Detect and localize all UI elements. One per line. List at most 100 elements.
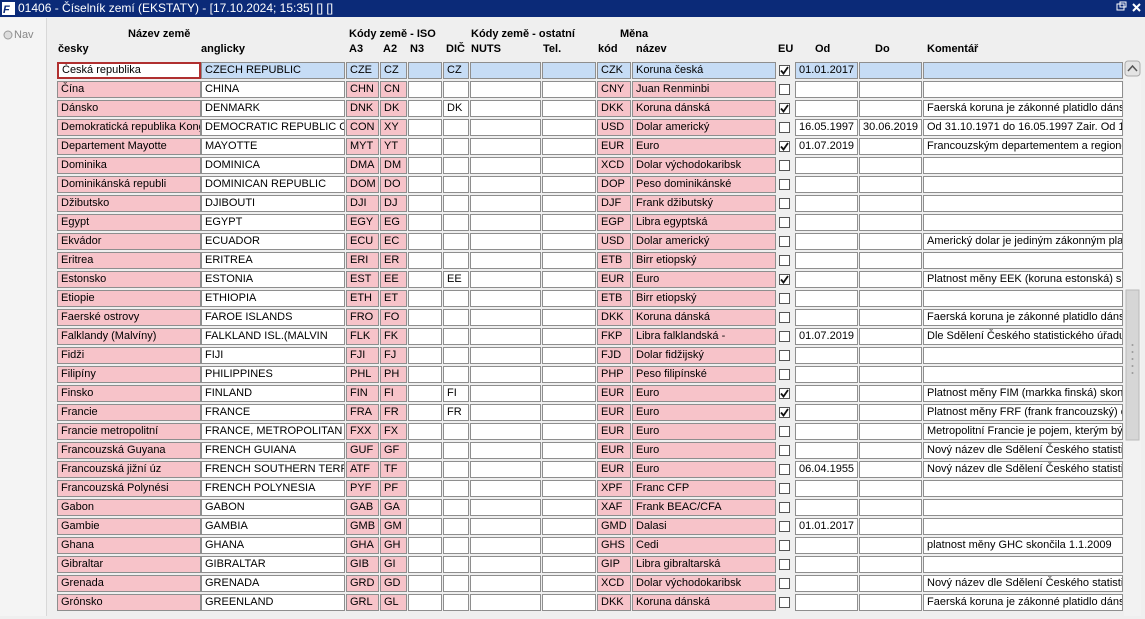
eu-checkbox[interactable]: [779, 293, 790, 304]
cell-tel[interactable]: [542, 404, 596, 421]
cell-tel[interactable]: [542, 575, 596, 592]
eu-checkbox[interactable]: [779, 103, 790, 114]
cell-tel[interactable]: [542, 138, 596, 155]
cell-en[interactable]: FAROE ISLANDS: [201, 309, 345, 326]
cell-n3[interactable]: [408, 518, 442, 535]
cell-od[interactable]: [795, 81, 858, 98]
cell-tel[interactable]: [542, 119, 596, 136]
cell-do[interactable]: [859, 138, 922, 155]
cell-mena[interactable]: Birr etiopský: [632, 252, 776, 269]
eu-checkbox[interactable]: [779, 217, 790, 228]
cell-od[interactable]: [795, 385, 858, 402]
cell-nuts[interactable]: [470, 214, 541, 231]
cell-cz[interactable]: Francouzská Polynési: [57, 480, 201, 497]
cell-tel[interactable]: [542, 157, 596, 174]
cell-a2[interactable]: PF: [380, 480, 407, 497]
cell-n3[interactable]: [408, 328, 442, 345]
cell-nuts[interactable]: [470, 404, 541, 421]
cell-a3[interactable]: ECU: [346, 233, 379, 250]
cell-do[interactable]: [859, 385, 922, 402]
cell-kod[interactable]: DOP: [597, 176, 631, 193]
cell-tel[interactable]: [542, 309, 596, 326]
cell-n3[interactable]: [408, 423, 442, 440]
cell-n3[interactable]: [408, 176, 442, 193]
eu-checkbox[interactable]: [779, 369, 790, 380]
cell-cz[interactable]: Finsko: [57, 385, 201, 402]
cell-kom[interactable]: [923, 252, 1123, 269]
cell-nuts[interactable]: [470, 518, 541, 535]
cell-nuts[interactable]: [470, 499, 541, 516]
cell-tel[interactable]: [542, 62, 596, 79]
eu-checkbox[interactable]: [779, 407, 790, 418]
cell-cz[interactable]: Filipíny: [57, 366, 201, 383]
cell-a2[interactable]: ET: [380, 290, 407, 307]
nav-radio[interactable]: [3, 30, 13, 40]
eu-checkbox[interactable]: [779, 445, 790, 456]
eu-checkbox[interactable]: [779, 179, 790, 190]
eu-checkbox[interactable]: [779, 255, 790, 266]
cell-kom[interactable]: Americký dolar je jediným zákonným plat: [923, 233, 1123, 250]
cell-dic[interactable]: DK: [443, 100, 469, 117]
cell-dic[interactable]: [443, 480, 469, 497]
cell-en[interactable]: CHINA: [201, 81, 345, 98]
cell-a3[interactable]: FIN: [346, 385, 379, 402]
cell-mena[interactable]: Euro: [632, 461, 776, 478]
cell-dic[interactable]: [443, 366, 469, 383]
cell-do[interactable]: [859, 176, 922, 193]
cell-dic[interactable]: [443, 423, 469, 440]
cell-a3[interactable]: FRO: [346, 309, 379, 326]
cell-do[interactable]: [859, 537, 922, 554]
cell-dic[interactable]: CZ: [443, 62, 469, 79]
eu-checkbox[interactable]: [779, 350, 790, 361]
cell-cz[interactable]: Dánsko: [57, 100, 201, 117]
cell-mena[interactable]: Peso filipínské: [632, 366, 776, 383]
cell-a2[interactable]: ER: [380, 252, 407, 269]
cell-od[interactable]: [795, 499, 858, 516]
cell-dic[interactable]: [443, 233, 469, 250]
cell-kod[interactable]: EUR: [597, 138, 631, 155]
cell-tel[interactable]: [542, 290, 596, 307]
cell-a2[interactable]: FJ: [380, 347, 407, 364]
eu-checkbox[interactable]: [779, 84, 790, 95]
cell-nuts[interactable]: [470, 81, 541, 98]
cell-tel[interactable]: [542, 518, 596, 535]
eu-checkbox[interactable]: [779, 540, 790, 551]
cell-do[interactable]: [859, 442, 922, 459]
cell-a2[interactable]: FR: [380, 404, 407, 421]
cell-n3[interactable]: [408, 252, 442, 269]
cell-mena[interactable]: Koruna dánská: [632, 594, 776, 611]
cell-en[interactable]: FALKLAND ISL.(MALVIN: [201, 328, 345, 345]
cell-dic[interactable]: [443, 442, 469, 459]
cell-a3[interactable]: DMA: [346, 157, 379, 174]
cell-a3[interactable]: GIB: [346, 556, 379, 573]
cell-nuts[interactable]: [470, 556, 541, 573]
cell-cz[interactable]: Francie: [57, 404, 201, 421]
cell-nuts[interactable]: [470, 594, 541, 611]
cell-do[interactable]: [859, 461, 922, 478]
cell-dic[interactable]: [443, 594, 469, 611]
cell-a2[interactable]: CN: [380, 81, 407, 98]
cell-tel[interactable]: [542, 442, 596, 459]
cell-od[interactable]: [795, 309, 858, 326]
cell-do[interactable]: [859, 518, 922, 535]
cell-a2[interactable]: FK: [380, 328, 407, 345]
cell-kom[interactable]: [923, 347, 1123, 364]
cell-n3[interactable]: [408, 309, 442, 326]
cell-cz[interactable]: Estonsko: [57, 271, 201, 288]
cell-do[interactable]: [859, 594, 922, 611]
cell-nuts[interactable]: [470, 138, 541, 155]
cell-n3[interactable]: [408, 100, 442, 117]
cell-nuts[interactable]: [470, 537, 541, 554]
window-controls[interactable]: [1113, 0, 1143, 17]
cell-n3[interactable]: [408, 499, 442, 516]
cell-od[interactable]: [795, 176, 858, 193]
cell-a3[interactable]: CHN: [346, 81, 379, 98]
cell-cz[interactable]: Čína: [57, 81, 201, 98]
cell-n3[interactable]: [408, 575, 442, 592]
cell-mena[interactable]: Euro: [632, 138, 776, 155]
cell-n3[interactable]: [408, 233, 442, 250]
cell-a3[interactable]: GRD: [346, 575, 379, 592]
cell-a3[interactable]: GMB: [346, 518, 379, 535]
cell-kod[interactable]: EUR: [597, 423, 631, 440]
cell-tel[interactable]: [542, 81, 596, 98]
